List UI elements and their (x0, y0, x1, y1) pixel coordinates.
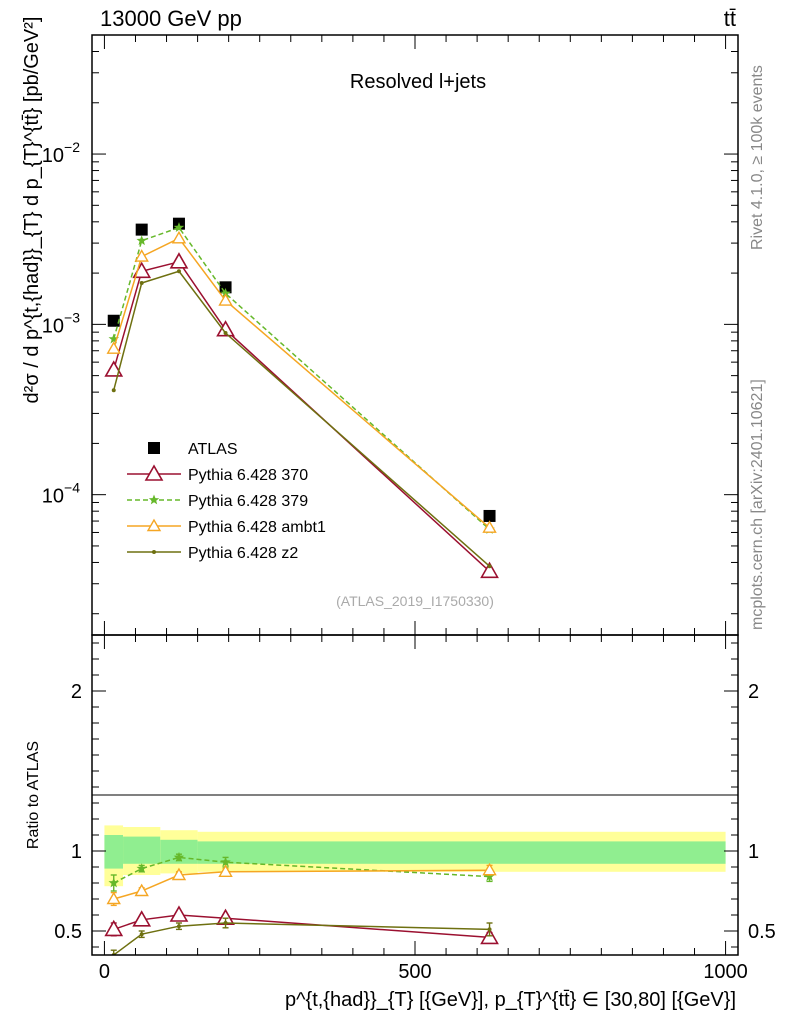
point-atlas (483, 509, 496, 522)
ratio-point-ambt1 (106, 891, 121, 905)
ratio-marks (104, 851, 499, 955)
ratio-point-ambt1 (482, 862, 497, 876)
ratio-y-tick-label-right: 1 (748, 841, 759, 863)
rivet-version-label: Rivet 4.1.0, ≥ 100k events (749, 65, 766, 250)
ratio-uncertainty-bands (104, 825, 726, 887)
ratio-point-ambt1 (171, 867, 187, 881)
process-label: tt̄ (724, 6, 736, 31)
main-y-tick-label: 10−3 (42, 309, 80, 337)
ratio-y-tick-label: 2 (71, 681, 82, 703)
energy-label: 13000 GeV pp (100, 6, 242, 31)
point-z2 (176, 269, 181, 274)
ratio-y-tick-label-right: 0.5 (748, 921, 776, 943)
legend-marker-z2 (152, 550, 156, 554)
point-z2 (223, 330, 228, 335)
ratio-point-z2 (139, 932, 144, 937)
ratio-point-p379 (484, 871, 495, 881)
ratio-y-tick-label-right: 2 (748, 681, 759, 703)
legend-marker-atlas (148, 442, 160, 454)
point-z2 (139, 280, 144, 285)
series-line-p379 (112, 226, 490, 530)
band-inner-segment (104, 835, 124, 869)
legend: ATLAS Pythia 6.428 370 Pythia 6.428 379 Pyt… (127, 441, 326, 562)
legend-marker-p379 (148, 494, 160, 505)
main-y-axis-label: d²σ / d p^{t,{had}}_{T} d p_{T}^{tt̄} [p… (21, 17, 43, 404)
point-z2 (487, 564, 492, 569)
ratio-line-p370 (113, 914, 490, 939)
legend-marker-ambt1 (146, 518, 162, 532)
point-ambt1 (106, 341, 121, 354)
legend-label-p370: Pythia 6.428 370 (188, 467, 308, 484)
ratio-point-ambt1 (218, 864, 233, 877)
ratio-point-ambt1 (134, 883, 149, 897)
main-y-tick-label: 10−4 (42, 480, 80, 508)
legend-label-z2: Pythia 6.428 z2 (188, 545, 298, 562)
point-ambt1 (482, 520, 497, 533)
point-ambt1 (218, 293, 233, 306)
ratio-y-axis-label: Ratio to ATLAS (25, 741, 42, 849)
ratio-point-z2 (176, 924, 181, 929)
main-marks (104, 217, 499, 579)
point-z2 (111, 388, 116, 393)
point-p370 (169, 252, 189, 269)
legend-label-atlas: ATLAS (188, 441, 238, 458)
x-tick-label: 1000 (703, 961, 748, 983)
ratio-panel: 0.5 0.5 1 1 2 2 0 500 1000 Ratio to ATLAS p^{t,{… (25, 634, 776, 1011)
point-p379 (173, 222, 185, 232)
ratio-line-z2 (113, 922, 490, 955)
legend-marker-p370 (144, 464, 164, 481)
legend-label-ambt1: Pythia 6.428 ambt1 (188, 519, 326, 536)
mcplots-label: mcplots.cern.ch [arXiv:2401.10621] (749, 379, 766, 630)
x-tick-label: 0 (99, 961, 110, 983)
ratio-y-tick-label: 0.5 (54, 921, 82, 943)
point-p370 (480, 561, 499, 579)
ratio-series-group (104, 851, 499, 955)
ratio-point-p370 (132, 910, 152, 927)
ratio-axis-ticks: 0.5 0.5 1 1 2 2 0 500 1000 (54, 635, 776, 983)
series-line-ambt1 (112, 237, 490, 529)
ratio-point-p379 (108, 877, 119, 888)
x-tick-label: 500 (398, 961, 431, 983)
ratio-point-p379 (173, 851, 185, 862)
legend-label-p379: Pythia 6.428 379 (188, 493, 308, 510)
ratio-point-p379 (136, 863, 147, 873)
main-axis-ticks: 10−4 10−3 10−2 (42, 34, 738, 635)
watermark: (ATLAS_2019_I1750330) (336, 593, 494, 609)
point-p379 (220, 287, 231, 298)
point-atlas (135, 223, 148, 236)
main-y-tick-label: 10−2 (42, 139, 80, 167)
point-ambt1 (171, 230, 187, 244)
band-inner-segment (123, 836, 161, 864)
x-axis-label: p^{t,{had}}_{T} [{GeV}], p_{T}^{tt̄} ∈ [… (285, 989, 736, 1011)
point-p379 (108, 333, 119, 344)
ratio-point-p370 (104, 919, 124, 937)
ratio-point-z2 (487, 927, 492, 932)
ratio-y-tick-label: 1 (71, 841, 82, 863)
ratio-point-p370 (169, 905, 189, 922)
ratio-line-p379 (113, 856, 490, 884)
band-inner-segment (197, 841, 726, 864)
point-ambt1 (134, 249, 149, 262)
main-panel: 10−4 10−3 10−2 Resolved l+jets (ATLAS_2019… (21, 17, 739, 636)
ratio-point-p379 (220, 856, 231, 867)
point-p379 (136, 235, 147, 246)
ratio-point-z2 (223, 921, 228, 925)
point-atlas (107, 314, 120, 327)
main-title: Resolved l+jets (350, 71, 486, 93)
ratio-line-ambt1 (113, 869, 490, 900)
